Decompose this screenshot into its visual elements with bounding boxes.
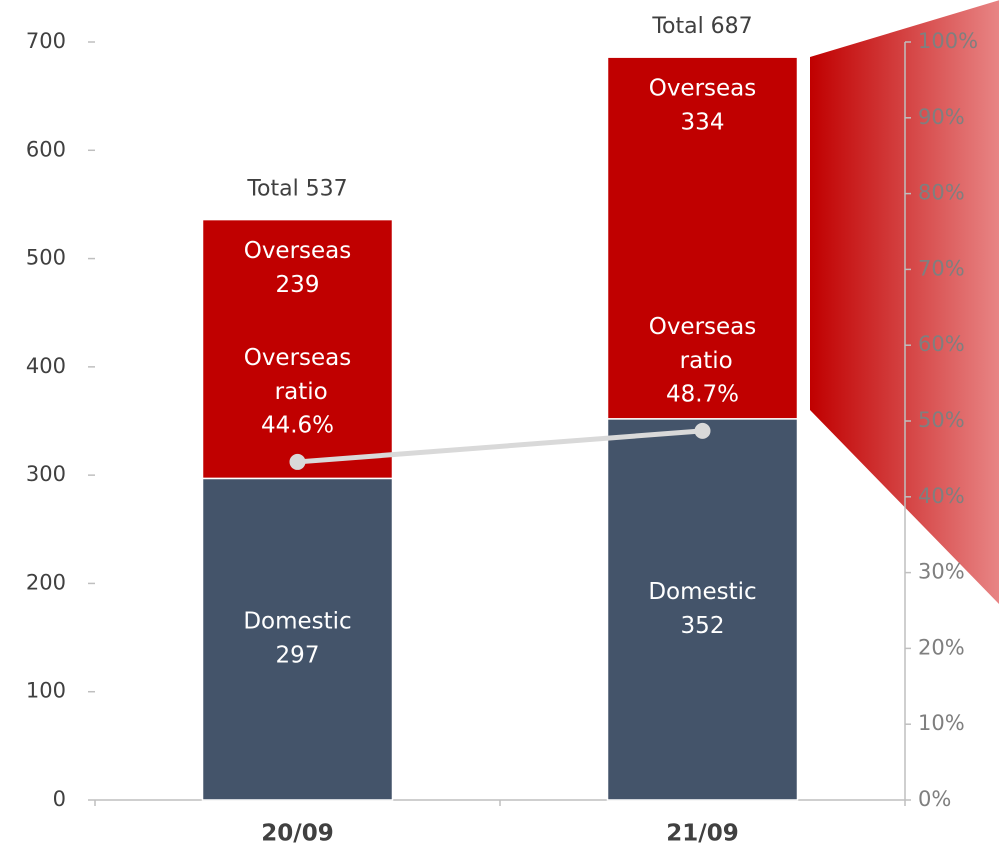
bar-segment xyxy=(606,56,799,420)
y-tick-label: 400 xyxy=(26,354,66,378)
y-tick-label: 200 xyxy=(26,570,66,594)
bar-segment xyxy=(606,418,799,801)
y-tick-label: 700 xyxy=(26,29,66,53)
x-tick-label: 21/09 xyxy=(666,821,738,843)
y2-tick-label: 10% xyxy=(918,711,965,735)
segment-value: 297 xyxy=(276,643,320,669)
plot: 0 100 200 300 400 500 600 700 0% 10% 20% 30% 40% 50% 6… xyxy=(26,14,978,843)
y2-tick-label: 40% xyxy=(918,484,965,508)
y2-tick-label: 100% xyxy=(918,29,978,53)
y2-tick-label: 80% xyxy=(918,181,965,205)
line xyxy=(297,428,703,465)
y2-tick-label: 90% xyxy=(918,105,965,129)
segment-value: 352 xyxy=(681,613,725,639)
segment-name: Overseas xyxy=(244,238,352,264)
segment-value: 239 xyxy=(276,272,320,298)
y2-tick-label: 30% xyxy=(918,560,965,584)
line-point xyxy=(694,422,711,439)
bar-segment xyxy=(201,218,394,480)
segment-name: Domestic xyxy=(648,579,756,605)
y2-tick-label: 50% xyxy=(918,408,965,432)
y-tick-label: 100 xyxy=(26,679,66,703)
y2-tick-label: 0% xyxy=(918,787,951,811)
x-tick-label: 20/09 xyxy=(261,821,333,843)
total-label: Total 687 xyxy=(651,14,752,39)
y2-tick-label: 70% xyxy=(918,256,965,280)
line-name: Overseas ratio xyxy=(244,344,352,404)
segment-name: Domestic xyxy=(243,609,351,635)
y-tick-label: 300 xyxy=(26,462,66,486)
y-tick-label: 0 xyxy=(53,787,66,811)
y2-tick-label: 60% xyxy=(918,332,965,356)
line-value-label: 44.6% xyxy=(261,412,334,438)
y2-tick-label: 20% xyxy=(918,635,965,659)
line-value-label: 48.7% xyxy=(666,381,739,407)
y-tick-label: 500 xyxy=(26,246,66,270)
y-tick-label: 600 xyxy=(26,137,66,161)
segment-name: Overseas xyxy=(649,76,757,102)
segment-value: 334 xyxy=(681,110,725,136)
total-label: Total 537 xyxy=(246,177,347,202)
line-name: Overseas ratio xyxy=(649,313,757,373)
bar-segment xyxy=(201,477,394,801)
line-point xyxy=(289,453,306,470)
